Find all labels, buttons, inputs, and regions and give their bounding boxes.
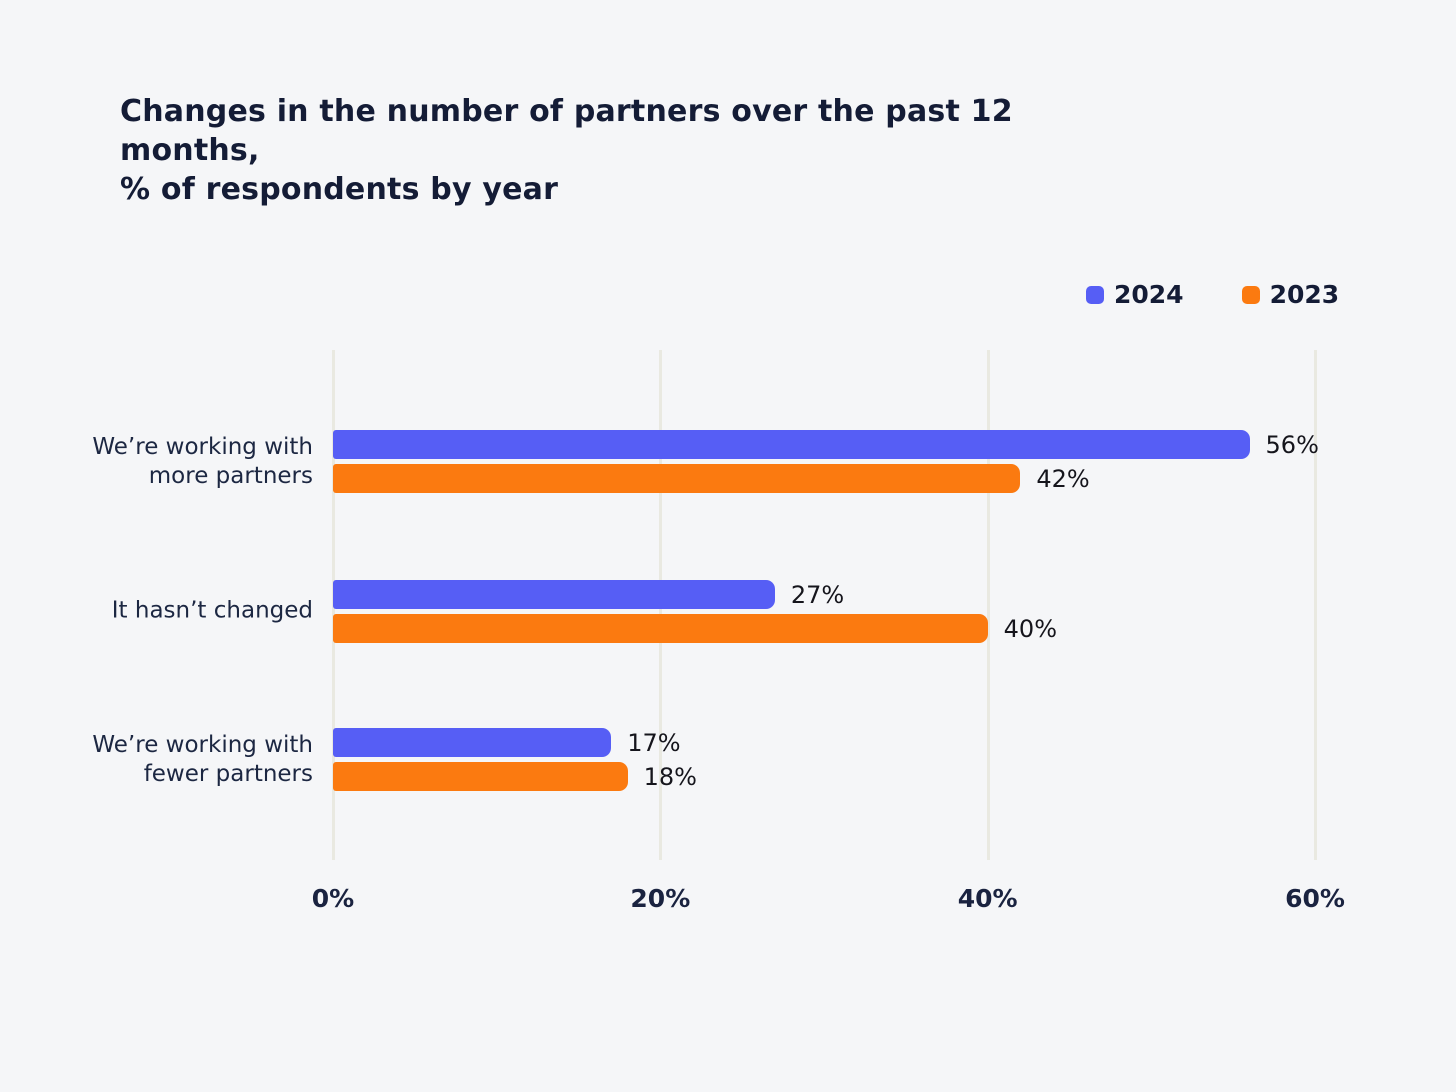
legend-swatch-2023-icon: [1241, 285, 1260, 304]
value-label-2023-more-partners: 42%: [1036, 464, 1090, 493]
x-tick-40: 40%: [957, 884, 1018, 913]
bar-2023-fewer-partners: [333, 762, 628, 791]
legend-swatch-2024-icon: [1086, 285, 1104, 304]
value-label-2024-more-partners: 56%: [1265, 430, 1319, 459]
bar-row-2024-hasnt-changed: 27%: [333, 580, 1315, 609]
x-tick-60: 60%: [1285, 884, 1345, 913]
bar-2024-more-partners: [333, 430, 1250, 459]
category-label-hasnt-changed: It hasn’t changed: [111, 597, 313, 624]
value-label-2023-hasnt-changed: 40%: [1003, 614, 1057, 643]
category-label-fewer-partners: We’re working with fewer partners: [92, 732, 313, 787]
legend: 2024 2023: [1086, 280, 1339, 309]
bar-2023-hasnt-changed: [333, 614, 988, 643]
bar-2023-more-partners: [333, 464, 1021, 493]
bar-row-2024-more-partners: 56%: [333, 430, 1319, 459]
legend-label-2024: 2024: [1114, 280, 1184, 309]
legend-item-2023: 2023: [1241, 280, 1340, 309]
value-label-2024-fewer-partners: 17%: [627, 728, 681, 757]
plot-area: 56% 42% 27% 40% 17% 18%: [332, 350, 1319, 860]
category-axis: We’re working with more partners It hasn…: [0, 350, 313, 860]
bar-row-2023-more-partners: 42%: [333, 464, 1315, 493]
gridline-60: [1314, 350, 1317, 860]
legend-item-2024: 2024: [1086, 280, 1184, 309]
x-tick-20: 20%: [630, 884, 691, 913]
bar-2024-hasnt-changed: [333, 580, 775, 609]
gridline-40: [986, 350, 990, 860]
legend-label-2023: 2023: [1269, 280, 1340, 309]
value-label-2024-hasnt-changed: 27%: [790, 580, 845, 609]
chart-title: Changes in the number of partners over t…: [120, 94, 1013, 207]
bar-row-2023-fewer-partners: 18%: [333, 762, 1315, 791]
x-tick-0: 0%: [311, 884, 355, 913]
bar-row-2024-fewer-partners: 17%: [333, 728, 1315, 757]
bar-2024-fewer-partners: [333, 728, 612, 757]
value-label-2023-fewer-partners: 18%: [643, 762, 697, 791]
bar-row-2023-hasnt-changed: 40%: [333, 614, 1315, 643]
category-label-more-partners: We’re working with more partners: [92, 434, 313, 489]
